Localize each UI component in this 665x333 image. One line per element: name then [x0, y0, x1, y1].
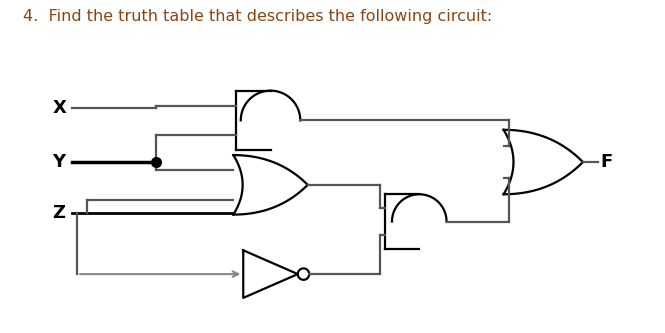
Text: Y: Y	[53, 153, 65, 171]
Text: 4.  Find the truth table that describes the following circuit:: 4. Find the truth table that describes t…	[23, 9, 492, 24]
Text: X: X	[53, 100, 66, 118]
Text: F: F	[600, 153, 613, 171]
Text: Z: Z	[53, 203, 65, 222]
